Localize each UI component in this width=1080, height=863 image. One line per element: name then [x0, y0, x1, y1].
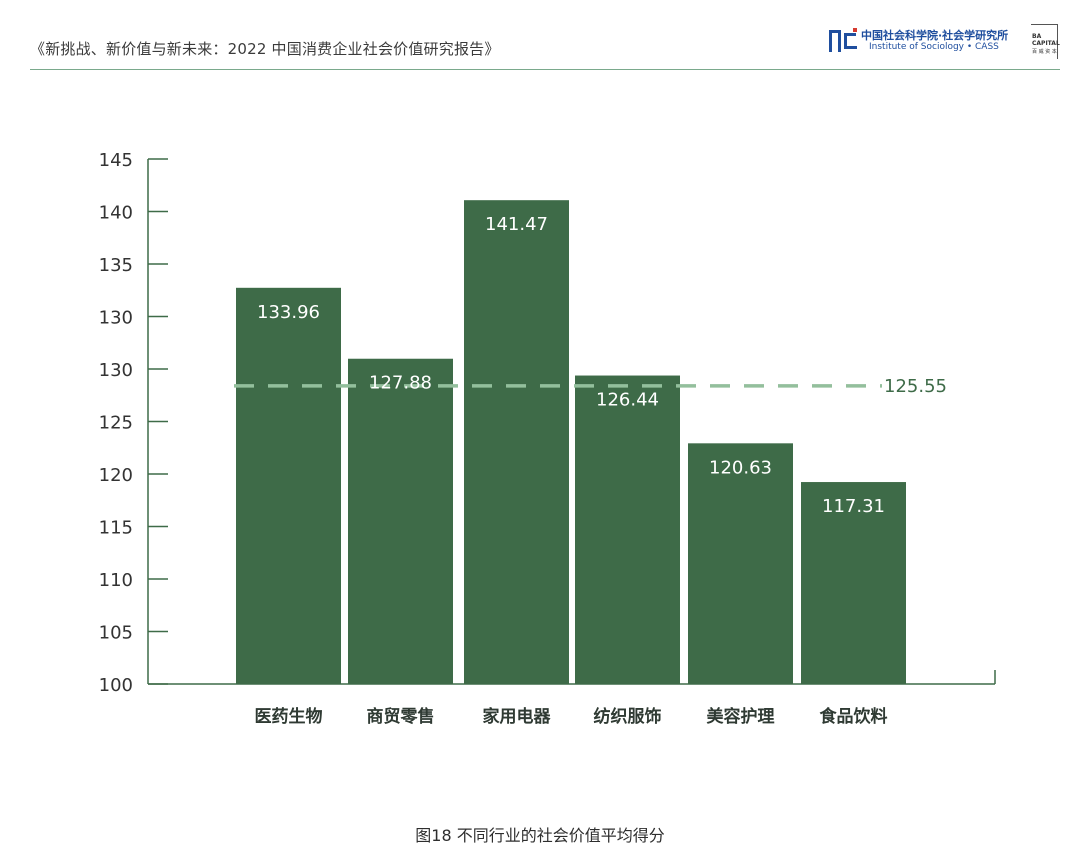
bar-chart: 100 105 110 115 120 125 130 130 135 140 145 125.55 1…: [99, 150, 996, 727]
bar-value-label: 120.63: [709, 457, 772, 478]
y-tick-label: 140: [99, 203, 133, 224]
bar-value-label: 133.96: [257, 302, 320, 323]
y-tick-label: 100: [99, 675, 133, 696]
x-category-label: 美容护理: [707, 706, 775, 727]
y-tick-label: 130: [99, 360, 133, 381]
ba-capital-logo-line2: CAPITAL: [1032, 40, 1060, 47]
ba-capital-logo-frame: [1031, 24, 1058, 59]
bar-value-label: 141.47: [485, 214, 548, 235]
figure-caption: 图18 不同行业的社会价值平均得分: [415, 826, 665, 845]
x-category-label: 家用电器: [483, 706, 552, 727]
bar-value-label: 126.44: [596, 390, 659, 411]
x-category-label: 纺织服饰: [594, 706, 662, 727]
y-tick-label: 145: [99, 150, 133, 171]
bar: [236, 287, 341, 684]
bar: [575, 375, 680, 684]
x-category-label: 商贸零售: [367, 706, 435, 727]
cass-logo-name-en: Institute of Sociology • CASS: [869, 42, 999, 52]
report-header: 《新挑战、新价值与新未来：2022 中国消费企业社会价值研究报告》 中国社会科学…: [0, 0, 1080, 70]
y-tick-label: 135: [99, 255, 133, 276]
cass-logo-name-cn: 中国社会科学院·社会学研究所: [861, 29, 1009, 42]
x-category-label: 医药生物: [255, 706, 323, 727]
y-tick-label: 110: [99, 570, 133, 591]
report-title: 《新挑战、新价值与新未来：2022 中国消费企业社会价值研究报告》: [30, 40, 500, 58]
bar: [464, 200, 569, 684]
bar: [348, 358, 453, 684]
y-tick-label: 105: [99, 623, 133, 644]
bar-value-label: 127.88: [369, 373, 432, 394]
cass-logo: 中国社会科学院·社会学研究所 Institute of Sociology • …: [828, 27, 1023, 59]
y-tick-label: 120: [99, 465, 133, 486]
average-label: 125.55: [884, 376, 947, 397]
cass-logo-mark-icon: [829, 28, 857, 52]
ba-capital-logo: BA CAPITAL 百 威 资 本: [1031, 24, 1060, 60]
x-category-label: 食品饮料: [820, 706, 888, 727]
ba-capital-logo-line1: BA: [1032, 33, 1042, 40]
bar: [688, 443, 793, 684]
header-divider: [30, 69, 1060, 70]
bar-value-label: 117.31: [822, 496, 885, 517]
bar: [801, 482, 906, 684]
y-tick-label: 115: [99, 518, 133, 539]
y-tick-label: 130: [99, 308, 133, 329]
ba-capital-logo-line3: 百 威 资 本: [1032, 49, 1057, 55]
y-tick-label: 125: [99, 413, 133, 434]
